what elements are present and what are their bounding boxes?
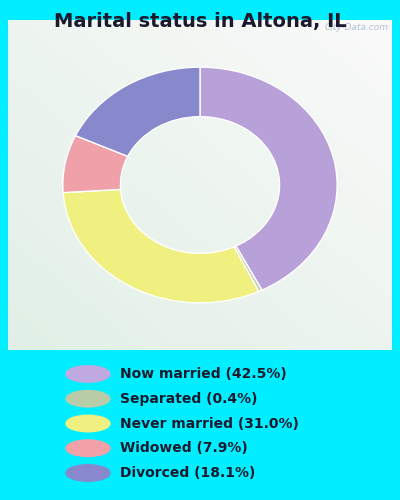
Circle shape bbox=[66, 415, 110, 432]
Wedge shape bbox=[200, 67, 337, 290]
Text: Never married (31.0%): Never married (31.0%) bbox=[120, 416, 299, 430]
Wedge shape bbox=[63, 190, 259, 303]
Wedge shape bbox=[63, 136, 128, 192]
Text: City-Data.com: City-Data.com bbox=[324, 24, 388, 32]
Wedge shape bbox=[76, 67, 200, 156]
Text: Divorced (18.1%): Divorced (18.1%) bbox=[120, 466, 255, 480]
Circle shape bbox=[66, 465, 110, 481]
Circle shape bbox=[66, 366, 110, 382]
Text: Now married (42.5%): Now married (42.5%) bbox=[120, 367, 287, 381]
Text: Separated (0.4%): Separated (0.4%) bbox=[120, 392, 258, 406]
Text: Marital status in Altona, IL: Marital status in Altona, IL bbox=[54, 12, 346, 32]
Circle shape bbox=[66, 390, 110, 407]
Wedge shape bbox=[234, 246, 262, 292]
Text: Widowed (7.9%): Widowed (7.9%) bbox=[120, 442, 248, 455]
Circle shape bbox=[66, 440, 110, 456]
